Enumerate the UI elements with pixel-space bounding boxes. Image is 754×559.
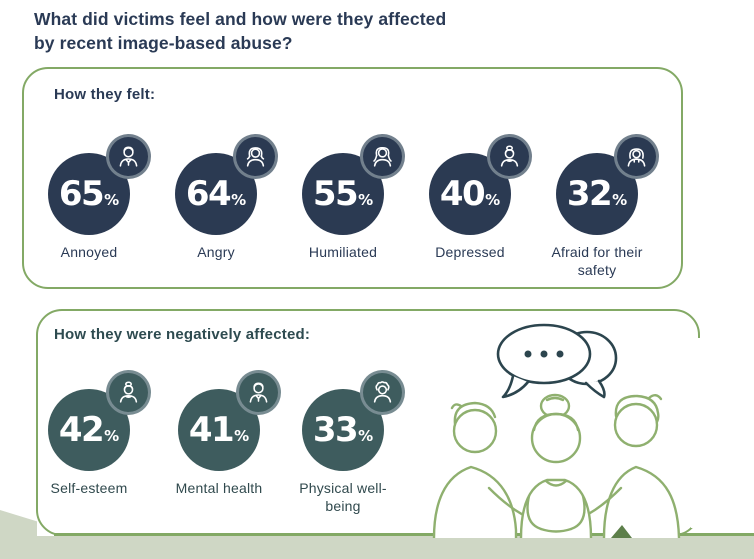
percent-sign: % [231,191,247,209]
stat-label: Mental health [175,480,263,496]
percent-sign: % [104,427,120,445]
speech-bubbles-icon [496,323,618,399]
panel-affected-heading: How they were negatively affected: [54,326,311,343]
page-title-line1: What did victims feel and how were they … [34,9,447,29]
stat-value: 64 [185,174,232,214]
sage-background-band [0,536,754,559]
woman-hair-icon [246,147,265,167]
three-people-talking-illustration [432,323,681,538]
stat-value: 42 [58,410,105,450]
percent-sign: % [485,191,501,209]
stat-value: 41 [188,410,235,450]
stat-self-esteem: 42% Self-esteem [48,370,151,496]
man-suit-icon [249,382,268,403]
stat-humiliated: 55% Humiliated [302,134,405,260]
stat-annoyed: 65% Annoyed [48,134,151,260]
stat-depressed: 40% Depressed [429,134,532,260]
percent-sign: % [104,191,120,209]
sage-background-wedge [0,510,37,537]
stat-label: Humiliated [308,244,378,260]
person-badge [360,134,405,179]
curly-hair-person-icon [373,381,392,403]
stat-label: Annoyed [60,244,118,260]
woman-bun-icon [500,145,519,167]
person-badge [106,370,151,415]
stat-mental-health: 41% Mental health [176,370,281,496]
stat-value: 40 [439,174,486,214]
person-badge [236,370,281,415]
person-badge [233,134,278,179]
stat-value: 55 [312,174,359,214]
stat-value: 65 [58,174,105,214]
percent-sign: % [358,191,374,209]
panel-border-fade [691,338,705,528]
ground-line [54,533,754,536]
stat-angry: 64% Angry [175,134,278,260]
stat-value: 33 [312,410,359,450]
person-badge [614,134,659,179]
page-title: What did victims feel and how were they … [34,8,594,55]
stat-label: Afraid for their safety [551,244,643,279]
stat-label: Depressed [435,244,505,260]
percent-sign: % [612,191,628,209]
percent-sign: % [234,427,250,445]
percent-sign: % [358,427,374,445]
person-badge [106,134,151,179]
panel-felt-heading: How they felt: [54,86,156,103]
hooded-man-icon [627,148,646,167]
stat-label: Angry [197,244,235,260]
page-title-line2: by recent image-based abuse? [34,32,293,53]
stat-label: Physical well-being [299,480,387,515]
table-shadow-shape [611,525,632,538]
man-suit-icon [119,146,138,167]
stat-circle: 32% [556,153,638,235]
stat-value: 32 [566,174,613,214]
stat-label: Self-esteem [50,480,128,496]
person-badge [487,134,532,179]
stat-afraid: 32% Afraid for their safety [551,134,659,278]
stat-physical-wellbeing: 33% Physical well-being [299,370,405,514]
woman-bun-icon [119,381,138,403]
woman-long-hair-icon [373,146,392,167]
person-badge [360,370,405,415]
